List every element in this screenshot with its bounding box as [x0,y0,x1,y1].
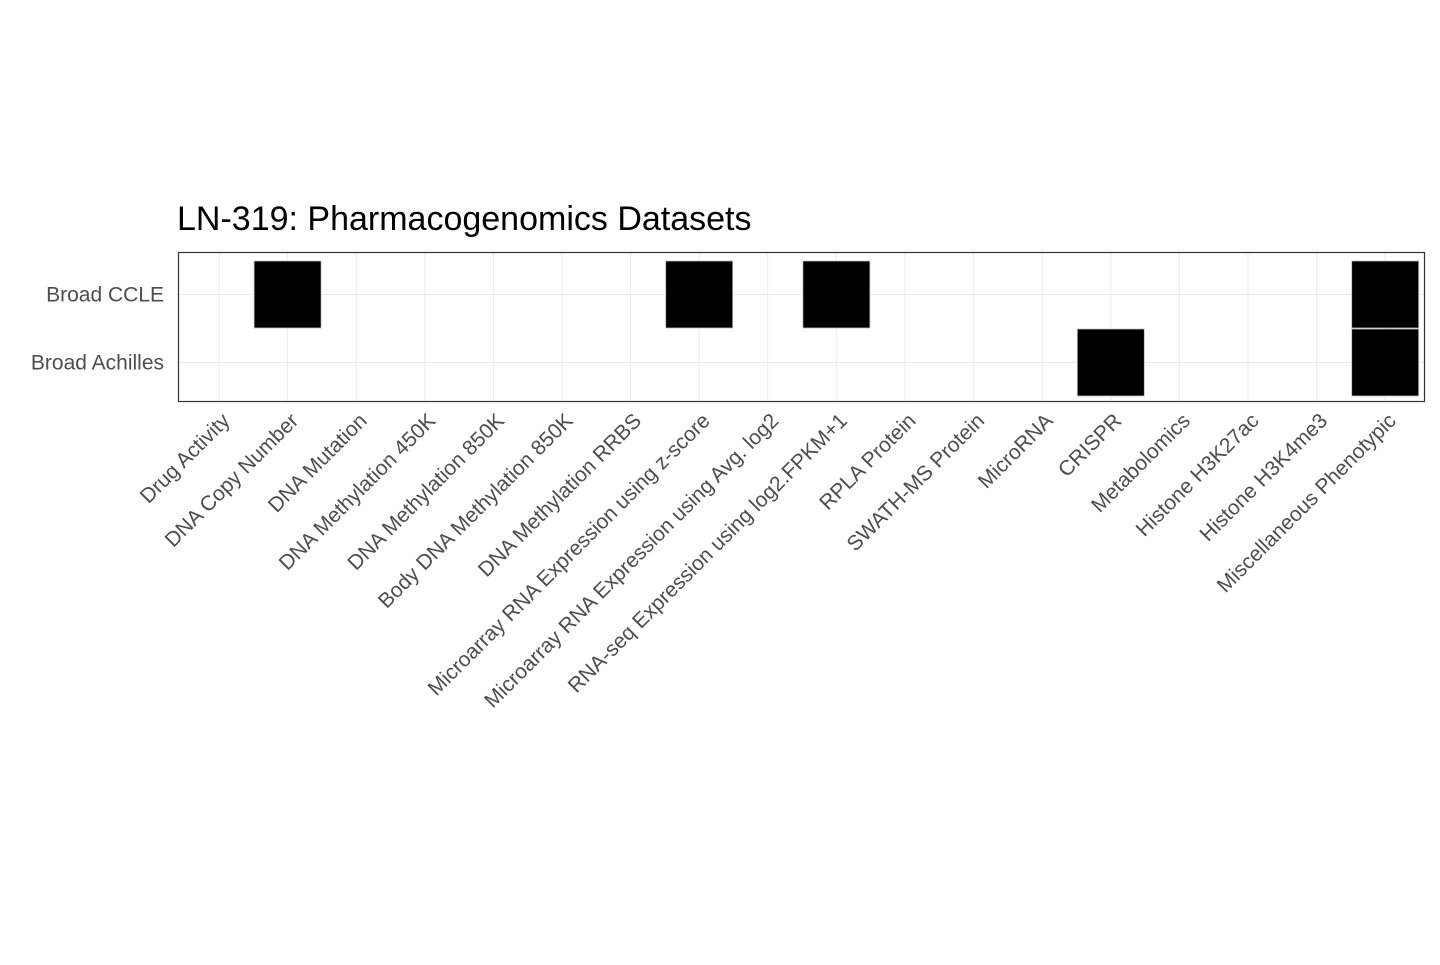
x-tick-label-crispr: CRISPR [1054,409,1126,481]
x-tick-label-swath-ms-protein: SWATH-MS Protein [843,409,990,556]
tile-broad-ccle-rna-seq-expression-using-log2-fpkm-1 [802,260,871,329]
tile-broad-ccle-microarray-rna-expression-using-z-score [665,260,734,329]
panel-border [177,251,1426,403]
y-axis-labels: Broad CCLE Broad Achilles [31,284,164,375]
x-tick-label-microrna: MicroRNA [974,409,1058,493]
tile-broad-ccle-miscellaneous-phenotypic [1351,260,1420,329]
tiles-layer [253,260,1420,397]
tile-broad-ccle-dna-copy-number [253,260,322,329]
grid-layer [178,252,1425,402]
y-tick-label-broad-ccle: Broad CCLE [46,284,164,307]
tile-broad-achilles-crispr [1076,328,1145,397]
x-tick-label-dna-copy-number: DNA Copy Number [161,409,304,552]
chart-title: LN-319: Pharmacogenomics Datasets [177,200,752,238]
tile-broad-achilles-miscellaneous-phenotypic [1351,328,1420,397]
y-tick-label-broad-achilles: Broad Achilles [31,352,164,375]
x-tick-label-histone-h3k4me3: Histone H3K4me3 [1195,409,1332,546]
x-tick-label-histone-h3k27ac: Histone H3K27ac [1132,409,1264,541]
